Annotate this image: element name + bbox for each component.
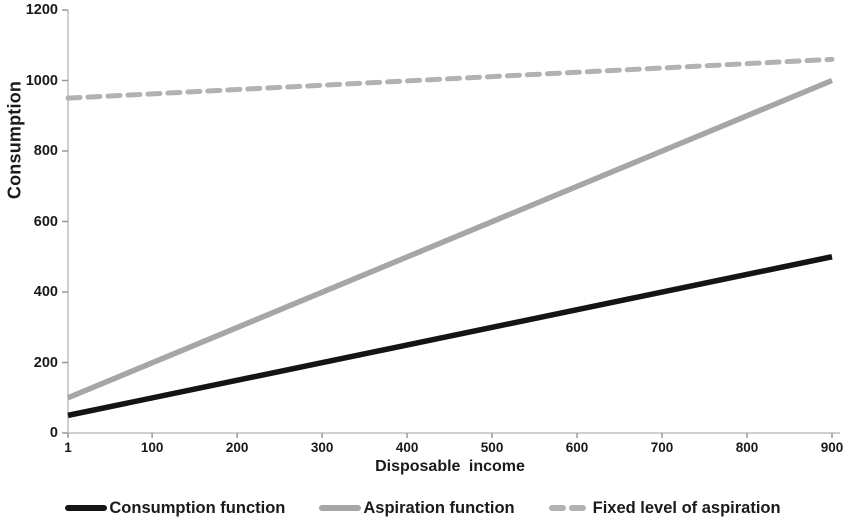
chart-legend: Consumption function Aspiration function F… <box>0 494 846 522</box>
legend-marker-solid-line <box>65 505 108 511</box>
legend-marker-solid-line <box>319 505 362 511</box>
legend-item-aspiration-function: Aspiration function <box>319 498 515 518</box>
x-tick-label: 400 <box>395 440 419 455</box>
legend-label: Consumption function <box>109 498 286 517</box>
y-tick-label: 200 <box>33 354 58 371</box>
series-line-aspiration-function <box>66 77 834 401</box>
y-tick-label: 400 <box>33 284 58 300</box>
y-tick-label: 1200 <box>25 2 58 18</box>
y-tick-label: 1000 <box>25 72 58 89</box>
x-tick-label: 700 <box>650 440 674 455</box>
x-tick-label: 300 <box>310 440 334 455</box>
legend-label: Aspiration function <box>363 498 515 517</box>
x-tick-label: 500 <box>480 440 504 455</box>
y-axis-title: Consumption <box>4 80 25 200</box>
legend-item-fixed-level-of-aspiration: Fixed level of aspiration <box>548 498 781 518</box>
x-tick-label: 1 <box>64 440 72 455</box>
x-tick-label: 100 <box>140 440 164 455</box>
legend-label: Fixed level of aspiration <box>592 498 781 517</box>
y-tick-label: 0 <box>49 425 58 441</box>
y-tick-label: 600 <box>33 213 58 230</box>
x-tick-label: 200 <box>225 440 249 455</box>
series-line-consumption-function <box>67 254 833 419</box>
series-line-fixed-level-of-aspiration <box>65 56 835 101</box>
legend-item-consumption-function: Consumption function <box>65 499 285 518</box>
x-tick-label: 600 <box>565 440 589 455</box>
y-tick-label: 800 <box>33 143 58 159</box>
x-axis-title: Disposable income <box>375 458 525 475</box>
legend-marker-dashed-line <box>548 505 591 511</box>
x-tick-label: 800 <box>735 440 759 455</box>
x-tick-label: 900 <box>820 440 844 455</box>
